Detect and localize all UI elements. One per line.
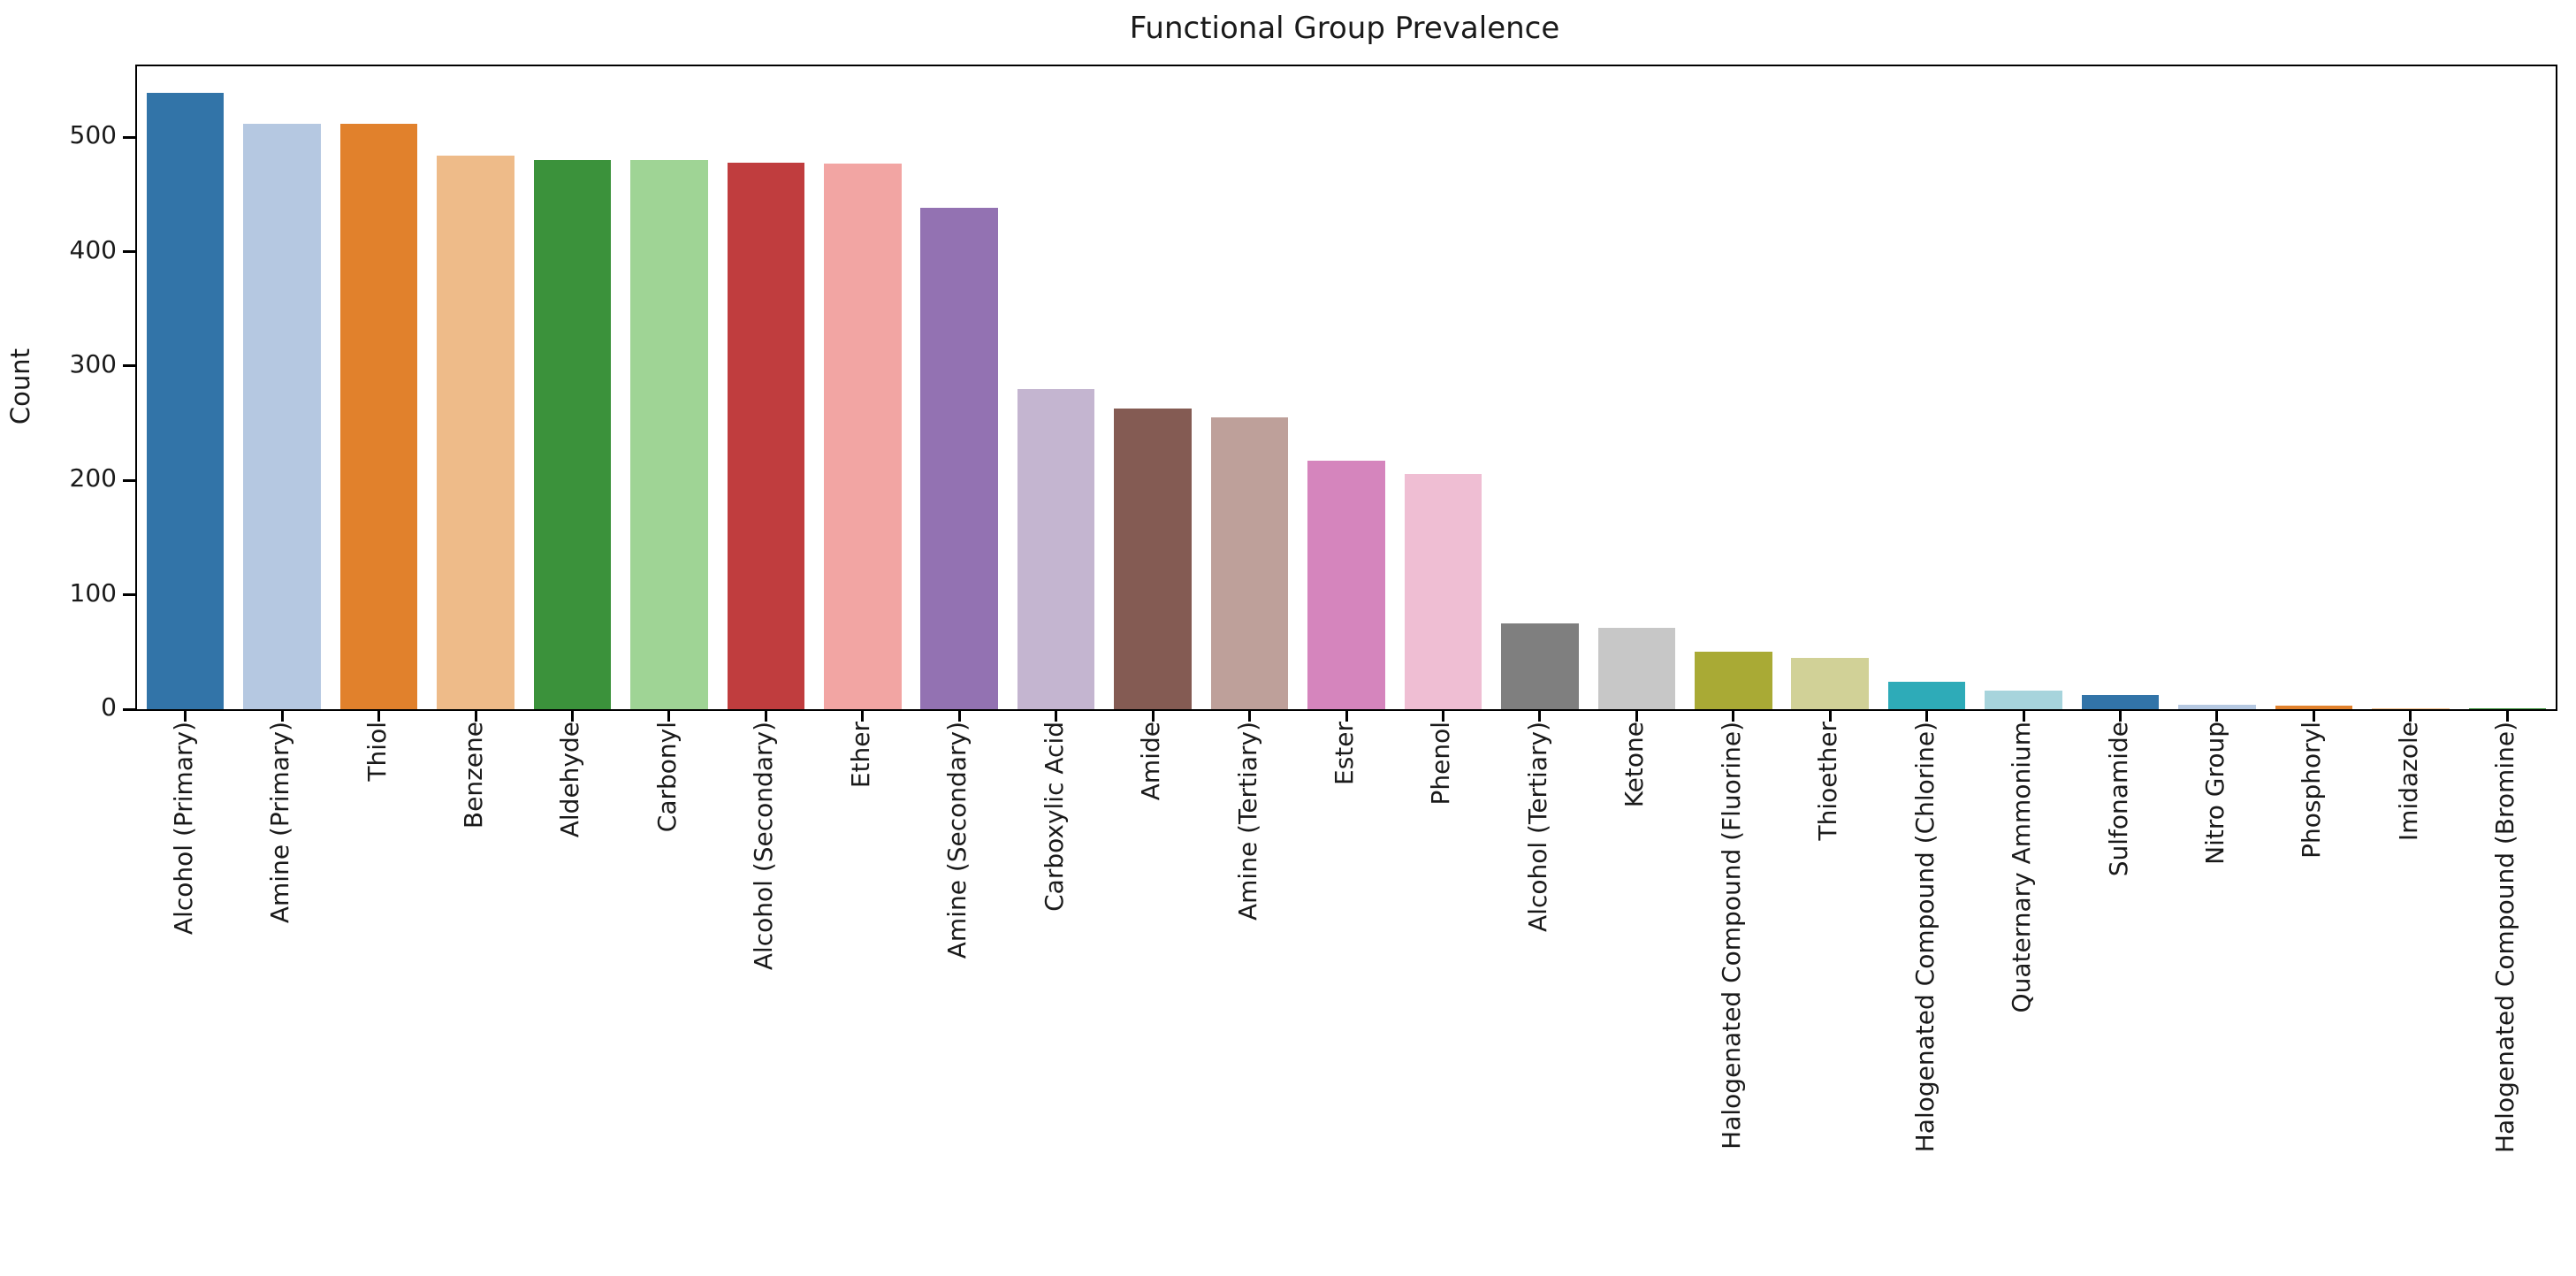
bar bbox=[1114, 408, 1192, 709]
x-tick-label: Benzene bbox=[459, 722, 489, 829]
x-tick-label: Ether bbox=[845, 722, 875, 789]
bar bbox=[630, 160, 708, 709]
x-tick-mark bbox=[1732, 709, 1735, 722]
x-tick-mark bbox=[570, 709, 574, 722]
x-tick-mark bbox=[1538, 709, 1542, 722]
bar bbox=[1017, 388, 1095, 709]
bar bbox=[339, 123, 418, 709]
x-tick-mark bbox=[184, 709, 187, 722]
x-tick-label: Alcohol (Primary) bbox=[168, 722, 198, 936]
x-tick-mark bbox=[1055, 709, 1058, 722]
x-tick-label: Amine (Primary) bbox=[265, 722, 295, 924]
y-tick-mark bbox=[123, 135, 135, 139]
y-tick-label: 200 bbox=[69, 463, 117, 493]
y-tick-label: 100 bbox=[69, 577, 117, 607]
plot-area bbox=[123, 65, 2557, 722]
x-tick-label: Halogenated Compound (Fluorine) bbox=[1716, 722, 1746, 1150]
x-tick-label: Thioether bbox=[1813, 722, 1843, 841]
bar bbox=[1694, 652, 1772, 709]
x-tick-label: Halogenated Compound (Chlorine) bbox=[1909, 722, 1940, 1153]
x-tick-mark bbox=[280, 709, 284, 722]
y-tick-mark bbox=[123, 364, 135, 368]
y-tick-label: 0 bbox=[101, 692, 117, 722]
bar bbox=[920, 208, 998, 709]
bar bbox=[2468, 707, 2547, 709]
x-tick-mark bbox=[1345, 709, 1348, 722]
chart-title: Functional Group Prevalence bbox=[1129, 11, 1560, 46]
x-tick-mark bbox=[957, 709, 961, 722]
x-tick-label: Carboxylic Acid bbox=[1039, 722, 1069, 912]
x-tick-label: Amide bbox=[1136, 722, 1166, 801]
bar bbox=[1887, 681, 1966, 709]
x-tick-label: Halogenated Compound (Bromine) bbox=[2490, 722, 2520, 1154]
bar bbox=[146, 92, 225, 709]
y-tick-label: 300 bbox=[69, 348, 117, 378]
x-tick-mark bbox=[1635, 709, 1638, 722]
x-tick-mark bbox=[2409, 709, 2412, 722]
x-tick-label: Phosphoryl bbox=[2297, 722, 2327, 859]
y-tick-mark bbox=[123, 707, 135, 711]
y-tick-mark bbox=[123, 478, 135, 482]
bar bbox=[1307, 461, 1385, 709]
x-tick-label: Amine (Secondary) bbox=[942, 722, 972, 959]
x-tick-label: Nitro Group bbox=[2199, 722, 2229, 865]
x-tick-label: Alcohol (Secondary) bbox=[749, 722, 779, 971]
bar bbox=[1501, 623, 1579, 709]
x-tick-mark bbox=[2119, 709, 2123, 722]
x-tick-mark bbox=[2215, 709, 2219, 722]
bar bbox=[1404, 473, 1482, 709]
x-tick-mark bbox=[1441, 709, 1444, 722]
bar bbox=[727, 162, 805, 709]
bar bbox=[2178, 704, 2256, 709]
x-tick-mark bbox=[2022, 709, 2025, 722]
bar bbox=[1597, 628, 1676, 709]
x-tick-label: Imidazole bbox=[2393, 722, 2423, 842]
bar bbox=[824, 163, 902, 709]
x-tick-mark bbox=[667, 709, 671, 722]
y-tick-label: 500 bbox=[69, 120, 117, 150]
x-tick-label: Carbonyl bbox=[652, 722, 682, 833]
bar bbox=[1791, 657, 1869, 709]
x-tick-mark bbox=[2505, 709, 2509, 722]
bar bbox=[2372, 707, 2450, 709]
x-tick-mark bbox=[1828, 709, 1832, 722]
y-tick-mark bbox=[123, 250, 135, 254]
x-tick-mark bbox=[1248, 709, 1252, 722]
x-tick-mark bbox=[764, 709, 767, 722]
x-tick-label: Sulfonamide bbox=[2103, 722, 2133, 877]
bar bbox=[1985, 691, 2062, 709]
x-tick-label: Amine (Tertiary) bbox=[1232, 722, 1262, 921]
x-tick-label: Aldehyde bbox=[555, 722, 585, 838]
bar bbox=[2275, 706, 2353, 709]
x-tick-mark bbox=[1925, 709, 1929, 722]
x-tick-label: Ketone bbox=[1620, 722, 1650, 808]
x-tick-mark bbox=[377, 709, 381, 722]
bar bbox=[2081, 695, 2160, 709]
x-tick-mark bbox=[474, 709, 477, 722]
bar bbox=[533, 160, 612, 709]
bar bbox=[1210, 417, 1289, 709]
x-tick-label: Thiol bbox=[362, 722, 392, 782]
y-tick-mark bbox=[123, 593, 135, 597]
x-tick-label: Phenol bbox=[1426, 722, 1456, 806]
x-tick-label: Alcohol (Tertiary) bbox=[1522, 722, 1552, 932]
x-tick-label: Quaternary Ammonium bbox=[2007, 722, 2037, 1013]
bar bbox=[243, 123, 321, 709]
x-tick-label: Ester bbox=[1330, 722, 1359, 785]
x-tick-mark bbox=[1151, 709, 1155, 722]
x-tick-mark bbox=[2312, 709, 2315, 722]
y-tick-label: 400 bbox=[69, 234, 117, 264]
x-tick-mark bbox=[861, 709, 865, 722]
x-axis-label-strip: Alcohol (Primary) Amine (Primary) Thiol Ben… bbox=[135, 722, 2554, 1276]
bar bbox=[437, 155, 514, 709]
